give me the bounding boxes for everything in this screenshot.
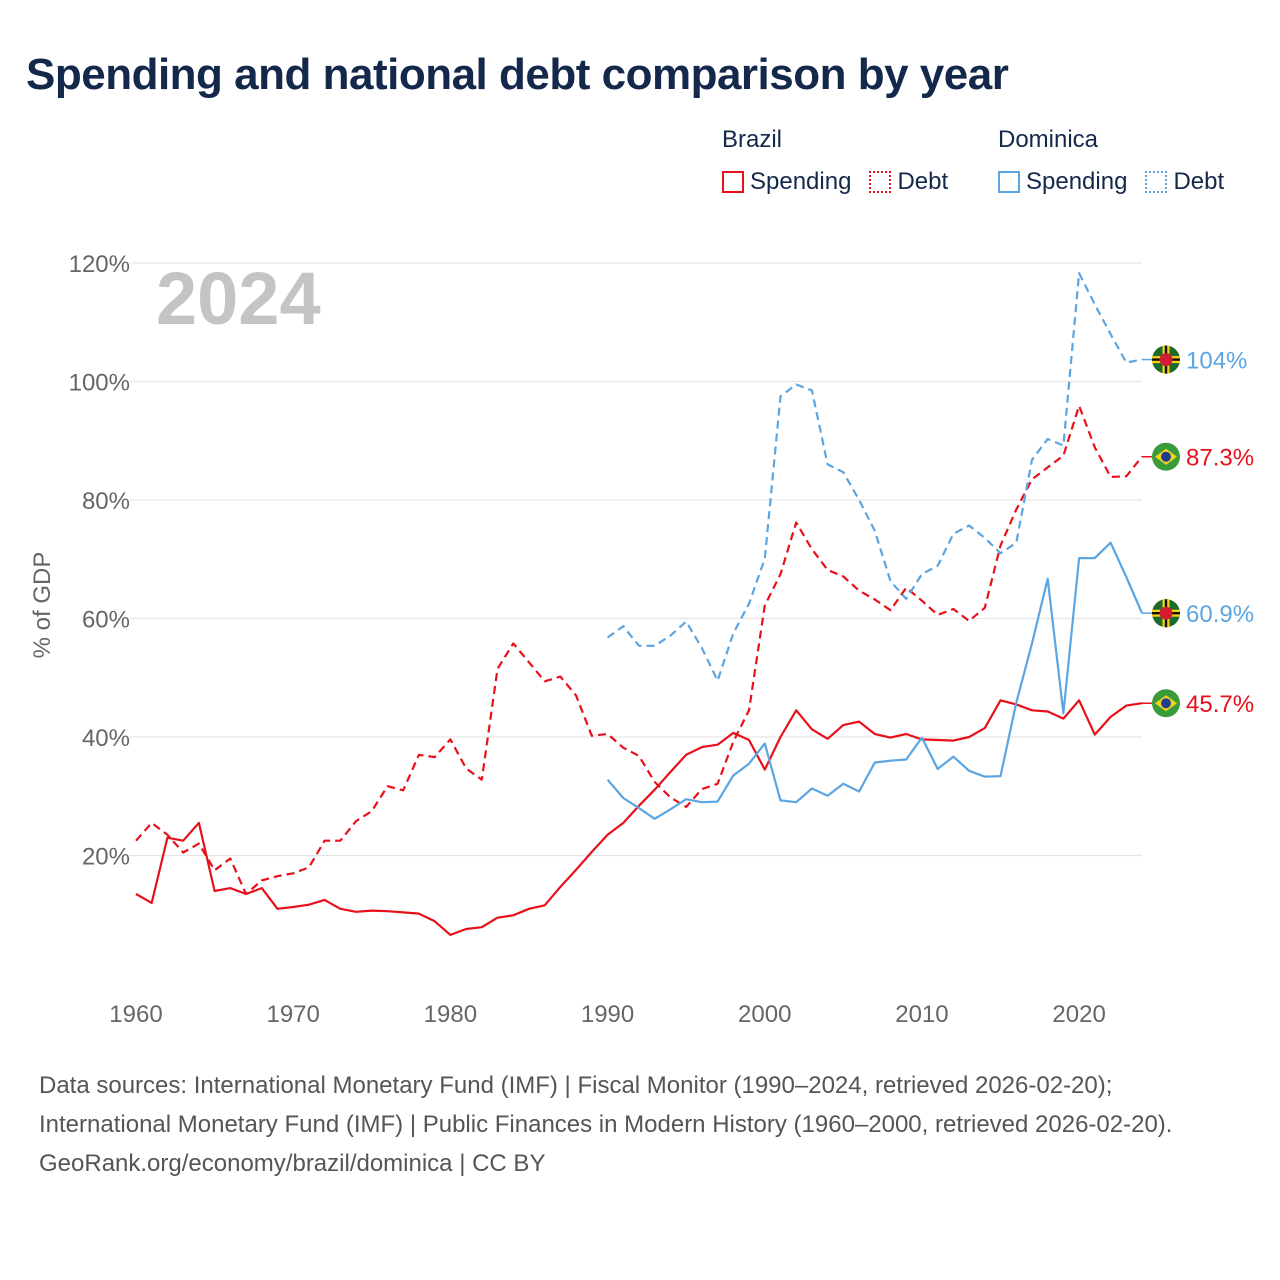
y-tick-label: 40% [82,725,130,752]
dotted-line-swatch-icon [869,171,892,193]
y-axis-label: % of GDP [29,552,56,659]
series-line-brazil-spending [135,699,1143,937]
credit-link[interactable]: GeoRank.org/economy/brazil/dominica | CC… [39,1150,546,1177]
y-tick-label: 100% [69,370,130,397]
x-tick-label: 2010 [895,1001,948,1028]
dominica-flag-icon [1152,599,1180,628]
y-tick-label: 120% [69,251,130,278]
end-value-label: 87.3% [1186,445,1254,472]
end-value-label: 45.7% [1186,691,1254,718]
legend-item-dominica-debt[interactable]: Debt [1145,168,1224,196]
series-line-dominica-debt [606,272,1143,682]
x-tick-label: 1970 [266,1001,319,1028]
x-tick-label: 1980 [424,1001,477,1028]
legend-label: Debt [897,168,949,195]
y-tick-label: 80% [82,488,130,515]
legend-label: Spending [750,168,852,195]
legend-label: Debt [1173,168,1225,195]
legend-group-dominica: Dominica Spending Debt [998,126,1242,196]
y-tick-label: 20% [82,844,130,871]
legend-country-brazil: Brazil [722,126,783,153]
y-tick-label: 60% [82,607,130,634]
series-line-dominica-spending [606,541,1144,820]
brazil-flag-icon [1152,442,1180,471]
solid-line-swatch-icon [998,171,1020,193]
brazil-flag-icon [1152,689,1180,718]
line-chart: 20% 40% 60% 80% 100% 120% 1960 1970 1980 1990 2000… [29,251,1254,1028]
x-tick-label: 1990 [581,1001,634,1028]
legend-item-dominica-spending[interactable]: Spending [998,168,1127,196]
year-watermark: 2024 [156,257,321,340]
chart-title: Spending and national debt comparison by… [26,50,1009,99]
x-tick-label: 2020 [1052,1001,1105,1028]
x-tick-label: 1960 [109,1001,162,1028]
legend-label: Spending [1026,168,1128,195]
data-sources: Data sources: International Monetary Fun… [39,1072,1173,1138]
dominica-flag-icon [1152,345,1180,374]
solid-line-swatch-icon [722,171,744,193]
legend-item-brazil-debt[interactable]: Debt [869,168,948,196]
end-value-label: 60.9% [1186,601,1254,628]
series-line-brazil-debt [135,404,1143,896]
end-value-label: 104% [1186,348,1247,375]
legend-country-dominica: Dominica [998,126,1099,153]
legend-group-brazil: Brazil Spending Debt [722,126,966,196]
legend-item-brazil-spending[interactable]: Spending [722,168,851,196]
dotted-line-swatch-icon [1145,171,1168,193]
chart-footer: Data sources: International Monetary Fun… [39,1066,1239,1183]
x-tick-label: 2000 [738,1001,791,1028]
